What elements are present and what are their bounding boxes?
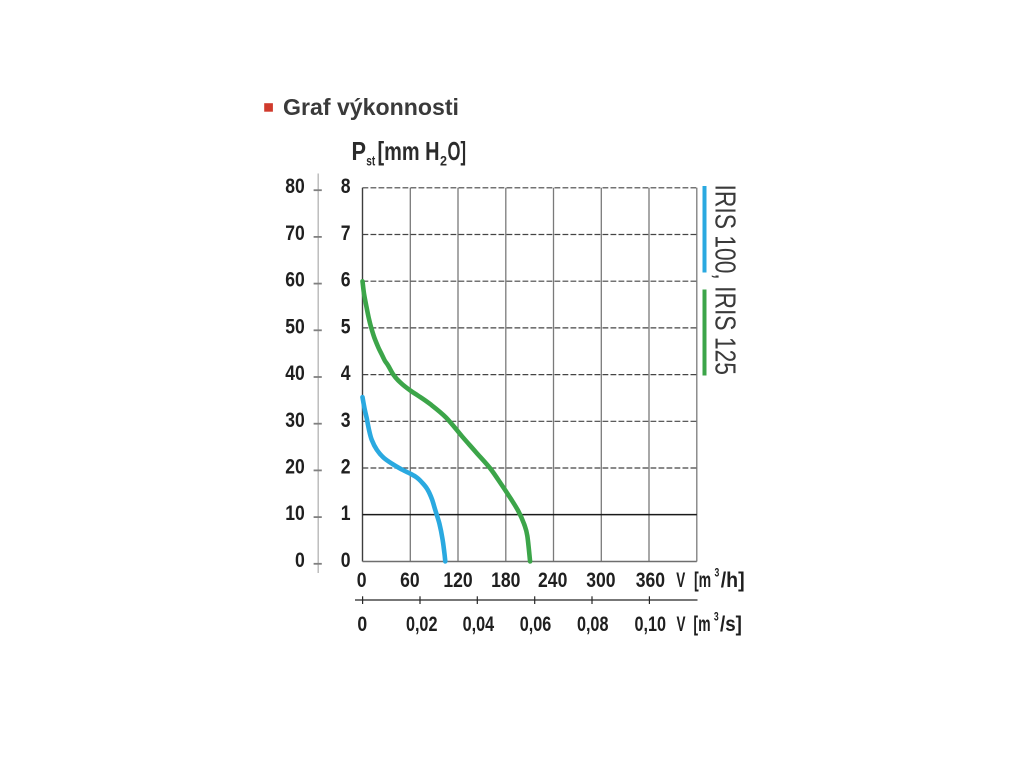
svg-text:3: 3 [715,566,720,580]
svg-text:0: 0 [357,613,367,636]
svg-text:st: st [366,154,375,169]
svg-text:3: 3 [341,409,351,432]
svg-text:180: 180 [491,569,520,592]
svg-text:30: 30 [285,409,305,432]
svg-text:0,08: 0,08 [577,613,609,636]
svg-text:60: 60 [400,569,420,592]
svg-text:0: 0 [357,569,367,592]
svg-text:80: 80 [285,175,305,198]
svg-text:/s]: /s] [720,613,742,636]
svg-text:70: 70 [285,222,305,245]
svg-text:360: 360 [636,569,665,592]
svg-text:120: 120 [443,569,472,592]
svg-text:3: 3 [714,610,719,624]
svg-text:0,10: 0,10 [635,613,667,636]
svg-text:[m: [m [693,613,710,636]
svg-text:IRIS 100, IRIS 125: IRIS 100, IRIS 125 [709,185,741,376]
svg-text:O]: O] [448,136,467,166]
svg-text:/h]: /h] [721,569,745,592]
svg-text:0,06: 0,06 [520,613,552,636]
svg-text:[m: [m [694,569,711,592]
svg-text:6: 6 [341,269,351,292]
svg-text:V: V [677,613,686,636]
svg-text:20: 20 [285,456,305,479]
svg-text:4: 4 [341,362,351,385]
svg-text:7: 7 [341,222,351,245]
svg-text:10: 10 [285,502,305,525]
svg-text:0,02: 0,02 [406,613,438,636]
svg-text:8: 8 [341,175,351,198]
svg-text:0: 0 [295,549,305,572]
svg-text:0: 0 [341,549,351,572]
svg-text:[mm H: [mm H [378,136,440,166]
svg-text:V: V [676,569,685,592]
svg-text:5: 5 [341,315,351,338]
svg-text:60: 60 [285,269,305,292]
svg-text:2: 2 [341,456,351,479]
svg-text:1: 1 [341,502,351,525]
svg-text:2: 2 [440,154,447,169]
svg-text:0,04: 0,04 [463,613,495,636]
svg-text:300: 300 [586,569,615,592]
svg-text:Graf výkonnosti: Graf výkonnosti [283,94,459,120]
svg-text:40: 40 [285,362,305,385]
svg-text:240: 240 [538,569,567,592]
svg-text:P: P [352,136,367,166]
svg-text:50: 50 [285,315,305,338]
